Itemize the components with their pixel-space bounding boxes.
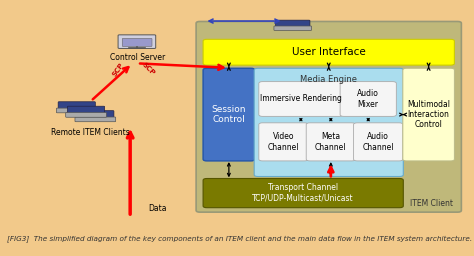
FancyBboxPatch shape [274,26,311,30]
Text: Control Server: Control Server [109,53,165,62]
Text: [FIG3]  The simplified diagram of the key components of an ITEM client and the m: [FIG3] The simplified diagram of the key… [7,235,472,242]
FancyBboxPatch shape [259,123,308,161]
FancyBboxPatch shape [340,82,396,116]
FancyBboxPatch shape [275,20,310,27]
Text: Remote ITEM Clients: Remote ITEM Clients [51,128,130,137]
Text: Video
Channel: Video Channel [268,132,299,152]
FancyBboxPatch shape [56,108,97,113]
Text: Meta
Channel: Meta Channel [315,132,346,152]
FancyBboxPatch shape [66,113,106,117]
Text: SCP: SCP [141,61,156,77]
FancyBboxPatch shape [259,82,343,116]
Text: Audio
Mixer: Audio Mixer [357,89,379,109]
FancyBboxPatch shape [354,123,403,161]
FancyBboxPatch shape [254,68,403,176]
Text: Immersive Rendering: Immersive Rendering [260,94,342,103]
Text: Session
Control: Session Control [211,105,246,124]
FancyBboxPatch shape [118,35,155,48]
FancyBboxPatch shape [203,178,403,208]
Text: Media Engine: Media Engine [300,75,357,84]
Text: ITEM Client: ITEM Client [410,199,453,208]
FancyBboxPatch shape [77,111,114,118]
FancyBboxPatch shape [203,68,255,161]
FancyBboxPatch shape [403,68,455,161]
Text: SCP: SCP [112,62,126,78]
FancyBboxPatch shape [67,106,105,114]
Text: User Interface: User Interface [292,47,365,57]
FancyBboxPatch shape [196,22,461,212]
Text: Audio
Channel: Audio Channel [363,132,394,152]
FancyBboxPatch shape [306,123,356,161]
Text: Data: Data [149,204,167,213]
Text: Transport Channel
TCP/UDP-Multicast/Unicast: Transport Channel TCP/UDP-Multicast/Unic… [252,183,354,203]
FancyBboxPatch shape [203,39,455,65]
Text: Multimodal
Interaction
Control: Multimodal Interaction Control [407,100,450,130]
FancyBboxPatch shape [58,102,95,109]
FancyBboxPatch shape [122,38,152,46]
FancyBboxPatch shape [75,117,116,122]
